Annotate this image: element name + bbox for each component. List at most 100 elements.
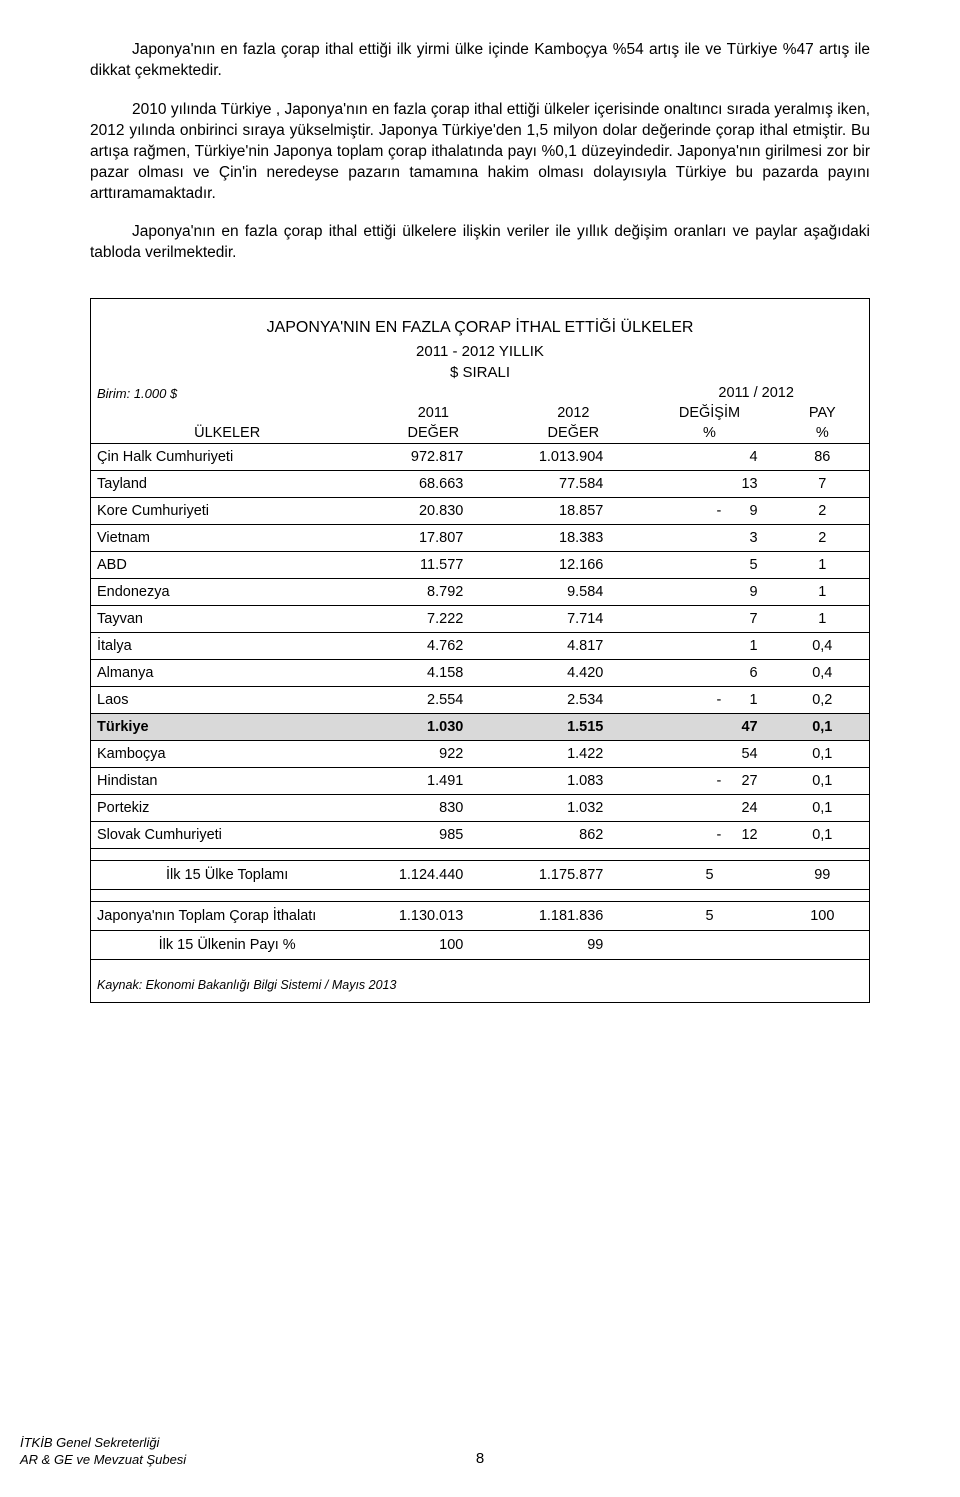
cell-change: 47 xyxy=(643,714,775,741)
table-row: Vietnam17.80718.38332 xyxy=(91,525,869,552)
cell-value-2011: 17.807 xyxy=(363,525,503,552)
table-row: Kore Cumhuriyeti20.83018.857- 92 xyxy=(91,498,869,525)
table-title-row: JAPONYA'NIN EN FAZLA ÇORAP İTHAL ETTİĞİ … xyxy=(91,313,869,341)
cell-value-2011: 985 xyxy=(363,822,503,849)
cell-value-2012: 2.534 xyxy=(503,687,643,714)
cell-share: 2 xyxy=(776,498,869,525)
header-year2: 2012 xyxy=(503,403,643,423)
cell-share: 1 xyxy=(776,579,869,606)
cell-share: 0,1 xyxy=(776,822,869,849)
cell-value-2012: 1.032 xyxy=(503,795,643,822)
cell-value-2011: 1.030 xyxy=(363,714,503,741)
cell-value-2011: 922 xyxy=(363,741,503,768)
paragraph-3: Japonya'nın en fazla çorap ithal ettiği … xyxy=(90,222,870,264)
cell-change: 7 xyxy=(643,606,775,633)
cell-value-2012: 9.584 xyxy=(503,579,643,606)
cell-country: Vietnam xyxy=(91,525,363,552)
import-table: JAPONYA'NIN EN FAZLA ÇORAP İTHAL ETTİĞİ … xyxy=(91,299,869,1002)
header-year1: 2011 xyxy=(363,403,503,423)
cell-share: 0,4 xyxy=(776,660,869,687)
sum2-share: 100 xyxy=(776,902,869,931)
sum2-v1: 1.130.013 xyxy=(363,902,503,931)
sum1-share: 99 xyxy=(776,861,869,890)
table-unit-label: Birim: 1.000 $ xyxy=(91,383,643,403)
cell-country: Tayland xyxy=(91,471,363,498)
cell-change: 24 xyxy=(643,795,775,822)
cell-country: Kore Cumhuriyeti xyxy=(91,498,363,525)
paragraph-2: 2010 yılında Türkiye , Japonya'nın en fa… xyxy=(90,100,870,205)
table-subtitle1: 2011 - 2012 YILLIK xyxy=(91,341,869,362)
cell-country: Endonezya xyxy=(91,579,363,606)
header-value1: DEĞER xyxy=(363,423,503,444)
header-blank xyxy=(91,403,363,423)
cell-change: - 9 xyxy=(643,498,775,525)
table-header-row2: ÜLKELER DEĞER DEĞER % % xyxy=(91,423,869,444)
table-source: Kaynak: Ekonomi Bakanlığı Bilgi Sistemi … xyxy=(91,972,869,1002)
cell-value-2012: 862 xyxy=(503,822,643,849)
cell-country: Kamboçya xyxy=(91,741,363,768)
import-table-container: JAPONYA'NIN EN FAZLA ÇORAP İTHAL ETTİĞİ … xyxy=(90,298,870,1003)
sum1-chg: 5 xyxy=(643,861,775,890)
cell-share: 0,1 xyxy=(776,795,869,822)
table-row: Tayvan7.2227.71471 xyxy=(91,606,869,633)
table-blank-row xyxy=(91,299,869,313)
cell-value-2011: 4.158 xyxy=(363,660,503,687)
sum1-v2: 1.175.877 xyxy=(503,861,643,890)
cell-value-2011: 972.817 xyxy=(363,444,503,471)
sum1-label: İlk 15 Ülke Toplamı xyxy=(91,861,363,890)
table-row: Slovak Cumhuriyeti985862- 120,1 xyxy=(91,822,869,849)
table-spacer xyxy=(91,849,869,861)
cell-change: - 27 xyxy=(643,768,775,795)
cell-value-2011: 8.792 xyxy=(363,579,503,606)
sum-row-top15: İlk 15 Ülke Toplamı 1.124.440 1.175.877 … xyxy=(91,861,869,890)
cell-value-2011: 7.222 xyxy=(363,606,503,633)
table-body: Çin Halk Cumhuriyeti972.8171.013.904486T… xyxy=(91,444,869,849)
cell-share: 0,1 xyxy=(776,768,869,795)
table-row: Türkiye1.0301.515470,1 xyxy=(91,714,869,741)
cell-change: - 1 xyxy=(643,687,775,714)
cell-change: 9 xyxy=(643,579,775,606)
cell-country: İtalya xyxy=(91,633,363,660)
cell-change: 5 xyxy=(643,552,775,579)
header-pct1: % xyxy=(643,423,775,444)
sum3-v2: 99 xyxy=(503,931,643,960)
table-row: Kamboçya9221.422540,1 xyxy=(91,741,869,768)
footer-org: İTKİB Genel Sekreterliği AR & GE ve Mevz… xyxy=(20,1434,186,1469)
cell-value-2011: 1.491 xyxy=(363,768,503,795)
cell-value-2011: 830 xyxy=(363,795,503,822)
document-page: Japonya'nın en fazla çorap ithal ettiği … xyxy=(0,0,960,1497)
sum2-chg: 5 xyxy=(643,902,775,931)
cell-value-2012: 18.383 xyxy=(503,525,643,552)
header-change: DEĞİŞİM xyxy=(643,403,775,423)
table-subtitle1-row: 2011 - 2012 YILLIK xyxy=(91,341,869,362)
table-spacer xyxy=(91,960,869,972)
header-value2: DEĞER xyxy=(503,423,643,444)
cell-share: 0,4 xyxy=(776,633,869,660)
cell-change: 13 xyxy=(643,471,775,498)
cell-share: 1 xyxy=(776,552,869,579)
sum2-label: Japonya'nın Toplam Çorap İthalatı xyxy=(91,902,363,931)
cell-value-2012: 12.166 xyxy=(503,552,643,579)
footer-line2: AR & GE ve Mevzuat Şubesi xyxy=(20,1451,186,1469)
sum1-v1: 1.124.440 xyxy=(363,861,503,890)
cell-country: Hindistan xyxy=(91,768,363,795)
cell-share: 86 xyxy=(776,444,869,471)
cell-value-2012: 1.013.904 xyxy=(503,444,643,471)
table-row: Almanya4.1584.42060,4 xyxy=(91,660,869,687)
cell-value-2011: 11.577 xyxy=(363,552,503,579)
cell-value-2011: 2.554 xyxy=(363,687,503,714)
table-row: ABD11.57712.16651 xyxy=(91,552,869,579)
cell-country: Slovak Cumhuriyeti xyxy=(91,822,363,849)
cell-share: 7 xyxy=(776,471,869,498)
table-unit-row: Birim: 1.000 $ 2011 / 2012 xyxy=(91,383,869,403)
cell-value-2012: 7.714 xyxy=(503,606,643,633)
cell-country: Portekiz xyxy=(91,795,363,822)
sum3-chg xyxy=(643,931,775,960)
cell-value-2012: 18.857 xyxy=(503,498,643,525)
cell-share: 2 xyxy=(776,525,869,552)
table-row: Çin Halk Cumhuriyeti972.8171.013.904486 xyxy=(91,444,869,471)
cell-country: Almanya xyxy=(91,660,363,687)
cell-share: 0,2 xyxy=(776,687,869,714)
table-spacer xyxy=(91,890,869,902)
sum-row-total: Japonya'nın Toplam Çorap İthalatı 1.130.… xyxy=(91,902,869,931)
